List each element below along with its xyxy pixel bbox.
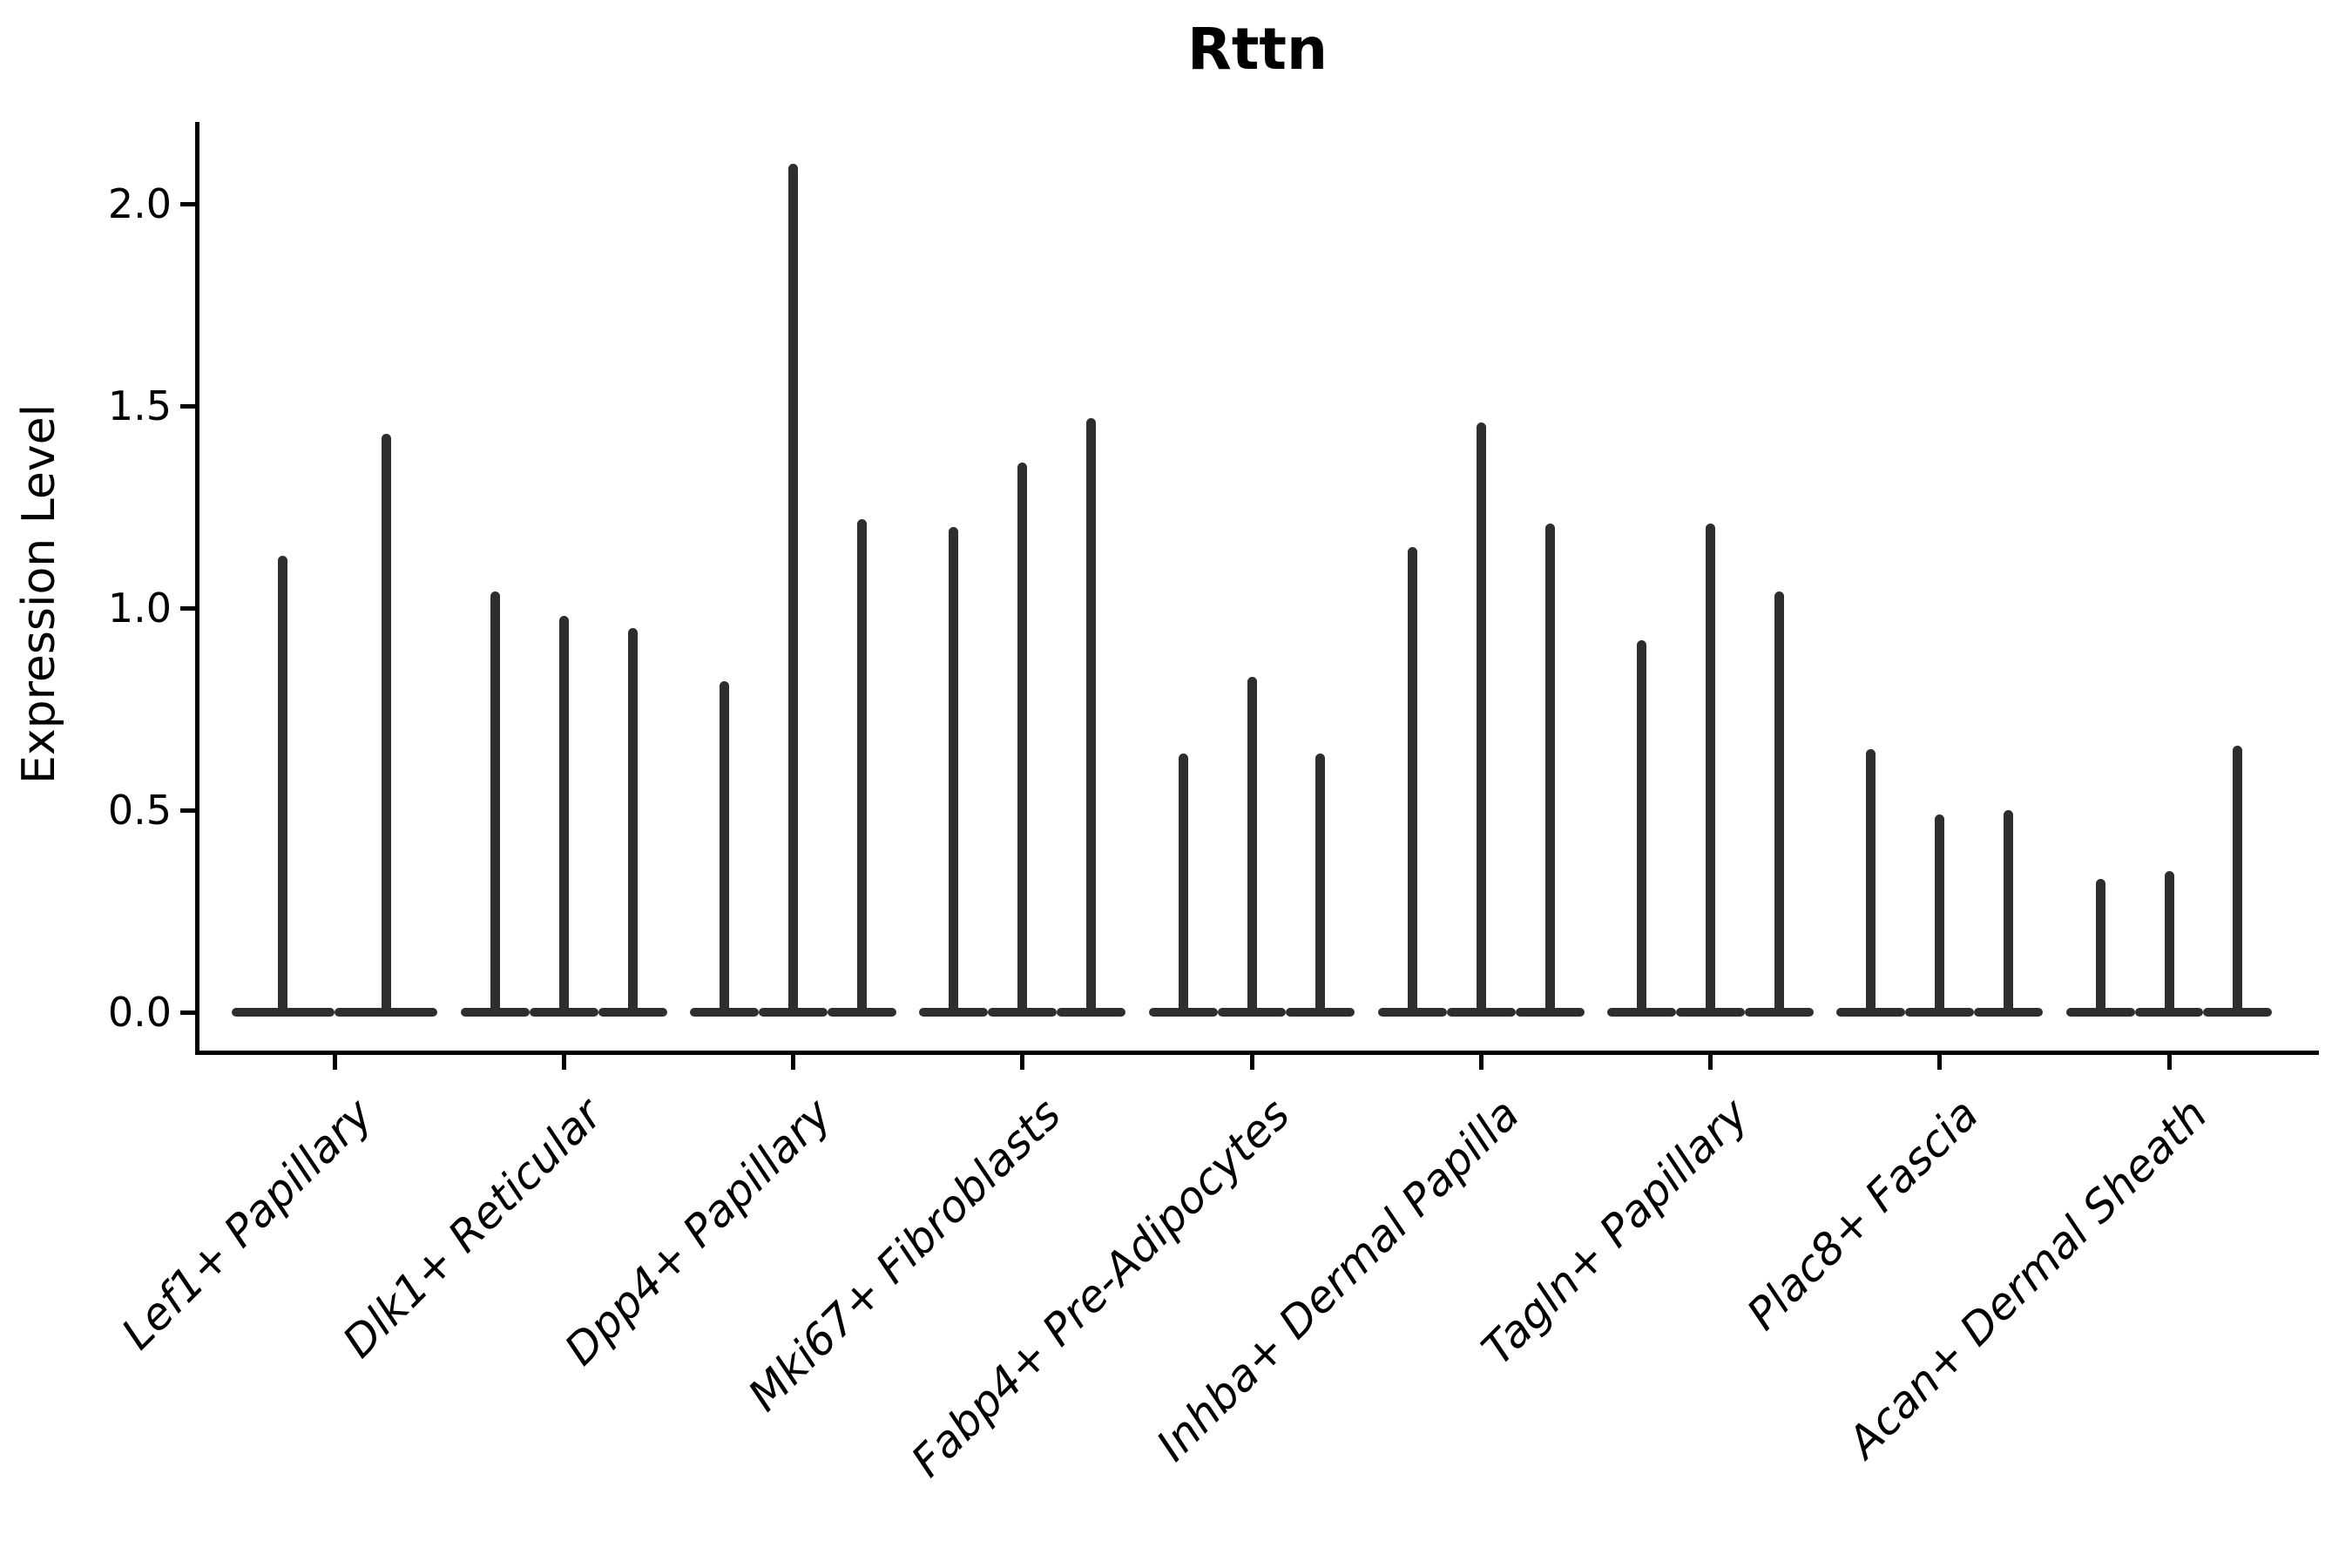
violin-spike (2004, 810, 2014, 1012)
violin-spike (1476, 422, 1486, 1012)
violin-spike (627, 628, 638, 1012)
y-tick-label: 0.0 (107, 989, 172, 1036)
violin-base (1515, 1008, 1585, 1017)
violin-base (1377, 1008, 1447, 1017)
violin-spike (1086, 417, 1097, 1012)
violin-spike (490, 591, 500, 1012)
violin-base (1057, 1008, 1126, 1017)
violin-spike (2164, 870, 2174, 1012)
violin-base (2134, 1008, 2204, 1017)
violin-base (335, 1008, 438, 1017)
x-axis-spine (195, 1051, 2319, 1055)
violin-spike (1637, 640, 1647, 1012)
violin-base (690, 1008, 759, 1017)
violin-base (1148, 1008, 1218, 1017)
violin-base (1905, 1008, 1975, 1017)
y-tick-label: 0.5 (107, 787, 172, 834)
violin-spike (1017, 462, 1028, 1012)
x-tick-label: Inhba+ Dermal Papilla (1146, 1089, 1530, 1471)
x-tick-mark (1249, 1052, 1254, 1070)
violin-base (1217, 1008, 1287, 1017)
violin-spike (1706, 523, 1715, 1012)
x-tick-label: Fabp4+ Pre-Adipocytes (902, 1089, 1301, 1487)
violin-spike (1774, 591, 1784, 1012)
x-tick-mark (1478, 1052, 1484, 1070)
violin-spike (1247, 676, 1257, 1012)
violin-spike (1935, 814, 1945, 1012)
violin-spike (558, 616, 569, 1012)
violin-base (1974, 1008, 2044, 1017)
y-axis-spine (195, 122, 199, 1055)
violin-spike (1544, 523, 1555, 1012)
violin-base (231, 1008, 335, 1017)
violin-spike (788, 163, 798, 1012)
y-tick-mark (180, 403, 198, 409)
violin-spike (949, 527, 959, 1012)
violin-base (1286, 1008, 1355, 1017)
violin-base (1836, 1008, 1906, 1017)
violin-spike (1315, 754, 1326, 1012)
violin-base (827, 1008, 896, 1017)
x-tick-mark (332, 1052, 337, 1070)
plot-title: Rttn (1187, 16, 1328, 83)
violin-spike (381, 434, 391, 1012)
violin-base (1744, 1008, 1814, 1017)
violin-base (1676, 1008, 1745, 1017)
x-tick-mark (2166, 1052, 2172, 1070)
x-tick-mark (1708, 1052, 1713, 1070)
x-tick-label: Lef1+ Papillary (112, 1089, 383, 1360)
violin-spike (856, 518, 867, 1012)
y-tick-mark (180, 1010, 198, 1015)
violin-base (988, 1008, 1058, 1017)
violin-spike (1178, 754, 1188, 1012)
y-tick-label: 1.5 (107, 382, 172, 429)
violin-base (919, 1008, 989, 1017)
x-tick-mark (561, 1052, 566, 1070)
violin-base (460, 1008, 530, 1017)
violin-spike (2233, 745, 2243, 1012)
y-tick-mark (180, 201, 198, 206)
x-tick-label: Plac8+ Fascia (1736, 1089, 1988, 1340)
x-tick-mark (1020, 1052, 1025, 1070)
violin-base (2203, 1008, 2273, 1017)
violin-base (529, 1008, 598, 1017)
violin-spike (1866, 749, 1876, 1012)
violin-base (598, 1008, 667, 1017)
y-tick-mark (180, 808, 198, 813)
y-tick-label: 1.0 (107, 585, 172, 632)
y-tick-label: 2.0 (107, 180, 172, 227)
x-tick-mark (1937, 1052, 1943, 1070)
x-tick-mark (791, 1052, 795, 1070)
violin-base (1446, 1008, 1516, 1017)
violin-spike (720, 680, 730, 1012)
y-tick-mark (180, 605, 198, 611)
violin-spike (1407, 547, 1417, 1012)
violin-spike (2095, 878, 2105, 1012)
violin-base (2065, 1008, 2135, 1017)
violin-base (1607, 1008, 1676, 1017)
violin-spike (278, 555, 288, 1012)
violin-base (759, 1008, 828, 1017)
